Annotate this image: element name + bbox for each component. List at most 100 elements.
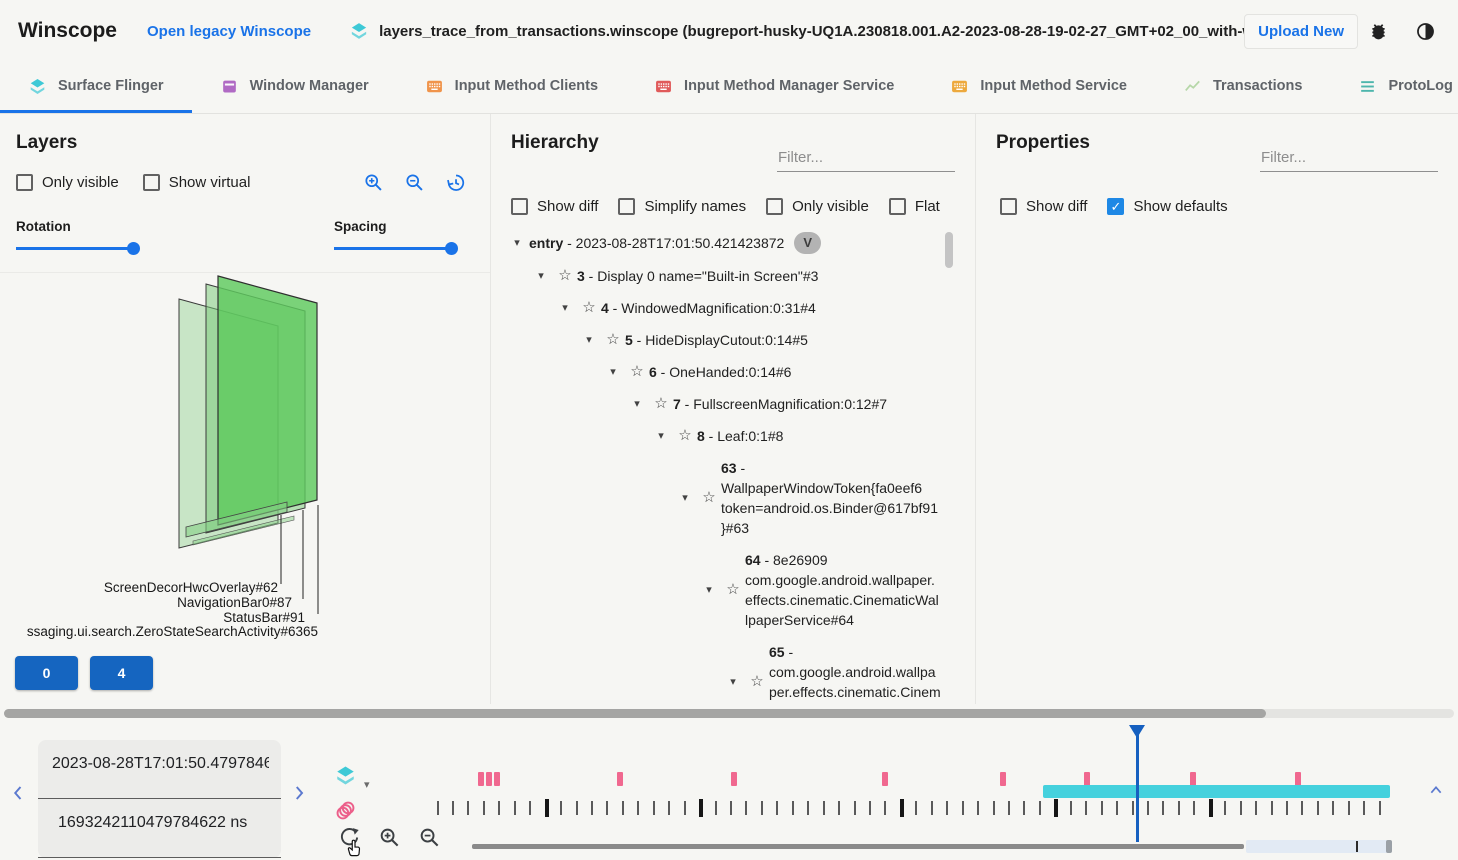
checkbox-box[interactable]	[511, 198, 528, 215]
expand-caret-icon[interactable]: ▾	[610, 366, 616, 378]
trace-entry-tick[interactable]	[899, 799, 904, 817]
trace-entry-tick[interactable]	[606, 801, 609, 815]
trace-entry-tick[interactable]	[992, 801, 995, 815]
tree-node-5[interactable]: ▾ ☆ 5 - HideDisplayCutout:0:14#5	[505, 324, 941, 356]
tab-input-method-clients[interactable]: Input Method Clients	[397, 62, 626, 113]
star-icon[interactable]: ☆	[702, 489, 716, 506]
zoom-region-handle[interactable]	[1386, 840, 1393, 853]
trace-entry-tick[interactable]	[544, 799, 549, 817]
rotation-slider-thumb[interactable]	[127, 242, 140, 255]
trace-entry-tick[interactable]	[776, 801, 779, 815]
trace-entry-tick[interactable]	[1193, 801, 1196, 815]
bug-report-icon[interactable]	[1368, 21, 1389, 42]
tree-node-label[interactable]: entry - 2023-08-28T17:01:50.421423872	[529, 235, 785, 251]
trace-entry-tick[interactable]	[884, 801, 887, 815]
checkbox-box[interactable]	[16, 174, 33, 191]
zoom-in-icon[interactable]	[363, 172, 384, 193]
horizontal-scrollbar-thumb[interactable]	[4, 708, 1266, 718]
checkbox-show-diff[interactable]: Show diff	[1000, 198, 1087, 215]
trace-entry-tick[interactable]	[1316, 801, 1319, 815]
tree-node-6[interactable]: ▾ ☆ 6 - OneHanded:0:14#6	[505, 356, 941, 388]
tab-transactions[interactable]: Transactions	[1155, 62, 1330, 113]
trace-entry-tick[interactable]	[652, 801, 655, 815]
trace-entry-tick[interactable]	[977, 801, 980, 815]
tree-node-label[interactable]: 63 - WallpaperWindowToken{fa0eef6 token=…	[721, 460, 938, 536]
trace-entry-tick[interactable]	[591, 801, 594, 815]
tree-node-label[interactable]: 3 - Display 0 name="Built-in Screen"#3	[577, 268, 819, 284]
hierarchy-filter-input[interactable]	[777, 146, 955, 172]
transition-marker[interactable]	[493, 772, 500, 786]
hierarchy-scrollbar-thumb[interactable]	[945, 232, 953, 268]
star-icon[interactable]: ☆	[582, 299, 596, 316]
trace-entry-tick[interactable]	[1023, 801, 1026, 815]
trace-entry-tick[interactable]	[853, 801, 856, 815]
checkbox-simplify-names[interactable]: Simplify names	[618, 198, 746, 215]
tree-node-label[interactable]: 6 - OneHanded:0:14#6	[649, 364, 792, 380]
checkbox-show-diff[interactable]: Show diff	[511, 198, 598, 215]
trace-entry-tick[interactable]	[838, 801, 841, 815]
checkbox-box[interactable]	[888, 198, 906, 215]
checkbox-box[interactable]	[142, 174, 160, 191]
trace-entry-tick[interactable]	[1270, 801, 1273, 815]
tree-node-label[interactable]: 5 - HideDisplayCutout:0:14#5	[625, 332, 808, 348]
trace-entry-tick[interactable]	[436, 801, 439, 815]
star-icon[interactable]: ☆	[678, 427, 692, 444]
trace-entry-tick[interactable]	[760, 801, 763, 815]
transitions-trace-icon[interactable]	[334, 799, 357, 822]
trace-entry-tick[interactable]	[1208, 799, 1213, 817]
trace-entry-tick[interactable]	[1363, 801, 1366, 815]
checkbox-show-defaults[interactable]: ✓ Show defaults	[1107, 198, 1228, 215]
layer-id-button-4[interactable]: 4	[90, 656, 153, 690]
star-icon[interactable]: ☆	[558, 267, 572, 284]
tab-input-method-manager-service[interactable]: Input Method Manager Service	[626, 62, 922, 113]
open-legacy-winscope-link[interactable]: Open legacy Winscope	[147, 22, 312, 40]
timeline-cursor-line[interactable]	[1135, 726, 1139, 842]
trace-entry-tick[interactable]	[730, 801, 733, 815]
rotation-slider-track[interactable]	[16, 247, 138, 250]
trace-entry-tick[interactable]	[1085, 801, 1088, 815]
star-icon[interactable]: ☆	[726, 581, 740, 598]
spacing-slider-track[interactable]	[334, 247, 456, 250]
trace-entry-tick[interactable]	[1224, 801, 1227, 815]
tree-node-4[interactable]: ▾ ☆ 4 - WindowedMagnification:0:31#4	[505, 292, 941, 324]
trace-entry-tick[interactable]	[946, 801, 949, 815]
trace-entry-tick[interactable]	[637, 801, 640, 815]
trace-entry-tick[interactable]	[699, 799, 704, 817]
trace-entry-tick[interactable]	[467, 801, 470, 815]
horizontal-scrollbar-track[interactable]	[4, 708, 1454, 718]
reset-view-icon[interactable]	[445, 172, 466, 193]
upload-new-button[interactable]: Upload New	[1244, 13, 1358, 49]
checkbox-box[interactable]	[766, 198, 784, 215]
trace-entry-tick[interactable]	[1347, 801, 1350, 815]
trace-entry-tick[interactable]	[1332, 801, 1335, 815]
timeline-zoom-in-icon[interactable]	[378, 826, 401, 849]
transition-marker[interactable]	[1000, 772, 1007, 786]
checkbox-box[interactable]	[1000, 198, 1017, 215]
properties-filter-input[interactable]	[1260, 146, 1438, 172]
tree-node-label[interactable]: 65 - com.google.android.wallpaper.effect…	[769, 644, 941, 700]
expand-caret-icon[interactable]: ▾	[514, 237, 520, 249]
trace-entry-tick[interactable]	[745, 801, 748, 815]
transition-marker[interactable]	[1189, 772, 1196, 786]
expand-caret-icon[interactable]: ▾	[706, 584, 712, 596]
trace-entry-tick[interactable]	[714, 801, 717, 815]
trace-entry-tick[interactable]	[621, 801, 624, 815]
trace-entry-tick[interactable]	[668, 801, 671, 815]
surface-flinger-trace-icon[interactable]	[334, 764, 357, 787]
trace-entry-tick[interactable]	[1131, 801, 1134, 815]
expand-caret-icon[interactable]: ▾	[562, 302, 568, 314]
checkbox-box[interactable]: ✓	[1107, 198, 1125, 215]
trace-entry-tick[interactable]	[1301, 801, 1304, 815]
expand-caret-icon[interactable]: ▾	[586, 334, 592, 346]
previous-entry-button[interactable]	[10, 782, 28, 804]
tree-node-label[interactable]: 64 - 8e26909 com.google.android.wallpape…	[745, 552, 939, 628]
tree-node-label[interactable]: 4 - WindowedMagnification:0:31#4	[601, 300, 816, 316]
trace-entry-tick[interactable]	[529, 801, 532, 815]
expand-caret-icon[interactable]: ▾	[658, 430, 664, 442]
transition-marker[interactable]	[730, 772, 737, 786]
spacing-slider-thumb[interactable]	[445, 242, 458, 255]
tree-node-label[interactable]: 7 - FullscreenMagnification:0:12#7	[673, 396, 888, 412]
checkbox-box[interactable]	[618, 198, 636, 215]
tree-node-64[interactable]: ▾ ☆ 64 - 8e26909 com.google.android.wallpa…	[505, 544, 941, 636]
timeline-zoom-out-icon[interactable]	[418, 826, 441, 849]
